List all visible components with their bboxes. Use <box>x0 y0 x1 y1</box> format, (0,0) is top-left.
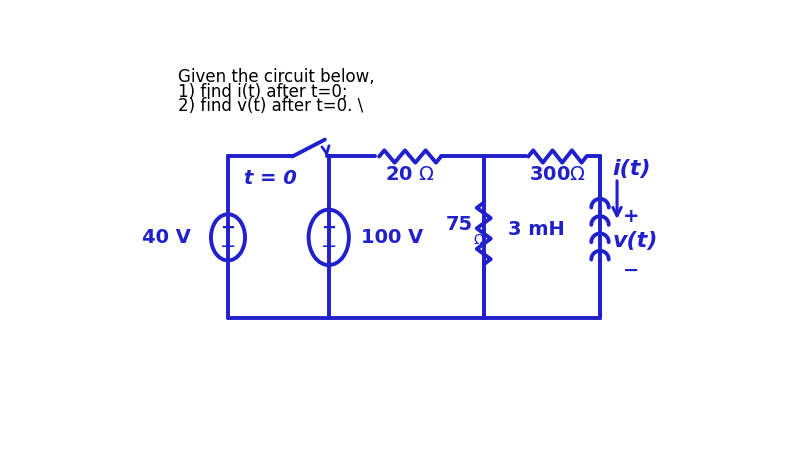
Text: 20 $\Omega$: 20 $\Omega$ <box>385 165 435 185</box>
Text: −: − <box>623 261 640 280</box>
Text: 75: 75 <box>446 215 473 234</box>
Text: i(t): i(t) <box>613 159 651 179</box>
Text: 300$\Omega$: 300$\Omega$ <box>529 165 586 185</box>
Text: +: + <box>220 219 235 237</box>
Text: Given the circuit below,: Given the circuit below, <box>178 68 374 86</box>
Text: 2) find v(t) after t=0. \: 2) find v(t) after t=0. \ <box>178 97 363 115</box>
Text: t = 0: t = 0 <box>244 169 296 188</box>
Text: 40 V: 40 V <box>142 228 191 247</box>
Text: 3 mH: 3 mH <box>508 220 565 239</box>
Text: 1) find i(t) after t=0;: 1) find i(t) after t=0; <box>178 83 348 101</box>
Text: −: − <box>320 237 337 256</box>
Text: $\Omega$: $\Omega$ <box>473 233 485 247</box>
Text: 100 V: 100 V <box>361 228 424 247</box>
Text: v(t): v(t) <box>613 231 658 251</box>
Text: −: − <box>219 237 236 256</box>
Text: +: + <box>321 219 336 237</box>
Text: +: + <box>623 207 640 226</box>
